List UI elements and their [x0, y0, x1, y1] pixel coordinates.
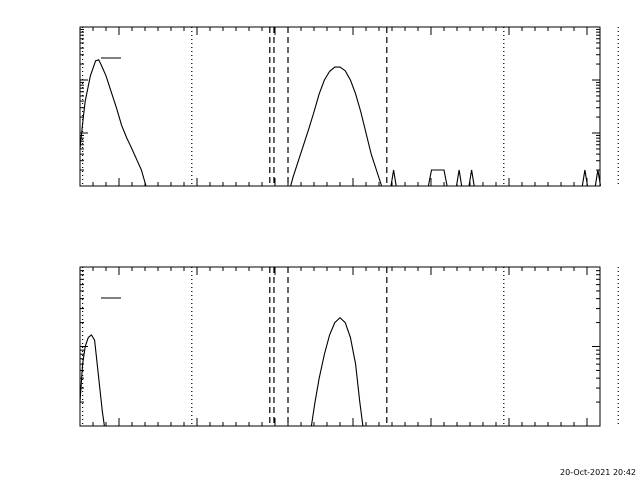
series-line: [594, 169, 602, 187]
footer-timestamp: 20-Oct-2021 20:42: [560, 468, 636, 477]
series-line: [427, 169, 448, 187]
series-line: [390, 169, 397, 187]
hi-channel-panel: [79, 266, 619, 427]
series-line: [310, 316, 364, 427]
series-line: [581, 169, 589, 187]
series-line: [79, 334, 105, 427]
series-line: [79, 59, 147, 187]
plot-frame: [79, 26, 601, 187]
series-line: [468, 169, 475, 187]
plot-frame: [79, 266, 601, 427]
lo-channel-panel: [79, 26, 619, 187]
series-line: [290, 66, 383, 187]
series-line: [455, 169, 463, 187]
